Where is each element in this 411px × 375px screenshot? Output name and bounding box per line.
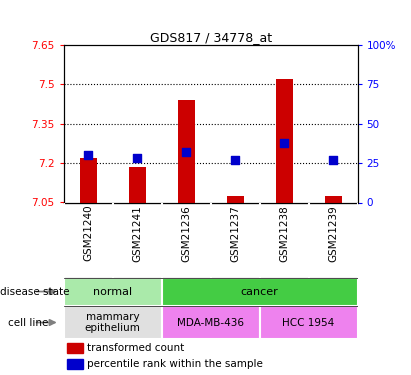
Bar <box>129 167 146 202</box>
Text: GSM21239: GSM21239 <box>328 205 338 261</box>
Text: disease state: disease state <box>0 286 69 297</box>
Point <box>281 140 287 146</box>
Point <box>232 157 238 163</box>
Bar <box>226 196 244 202</box>
Bar <box>162 306 260 339</box>
Text: GSM21240: GSM21240 <box>83 205 93 261</box>
Text: cancer: cancer <box>241 286 279 297</box>
Bar <box>67 343 83 353</box>
Text: GSM21241: GSM21241 <box>132 205 142 261</box>
Bar <box>178 100 195 202</box>
Bar <box>275 79 293 203</box>
Point <box>134 155 141 161</box>
Text: mammary
epithelium: mammary epithelium <box>85 312 141 333</box>
Bar <box>64 306 162 339</box>
Text: MDA-MB-436: MDA-MB-436 <box>177 318 244 327</box>
Point <box>183 149 189 155</box>
Text: GSM21236: GSM21236 <box>181 205 191 261</box>
Bar <box>162 278 358 306</box>
Bar <box>67 358 83 369</box>
Text: normal: normal <box>93 286 132 297</box>
Text: cell line: cell line <box>8 318 48 327</box>
Bar <box>64 278 162 306</box>
Text: GSM21238: GSM21238 <box>279 205 289 261</box>
Point <box>85 152 92 158</box>
Text: HCC 1954: HCC 1954 <box>282 318 335 327</box>
Bar <box>80 158 97 203</box>
Text: percentile rank within the sample: percentile rank within the sample <box>87 358 263 369</box>
Bar <box>260 306 358 339</box>
Text: transformed count: transformed count <box>87 343 185 352</box>
Title: GDS817 / 34778_at: GDS817 / 34778_at <box>150 31 272 44</box>
Point <box>330 157 336 163</box>
Bar <box>325 196 342 202</box>
Text: GSM21237: GSM21237 <box>230 205 240 261</box>
